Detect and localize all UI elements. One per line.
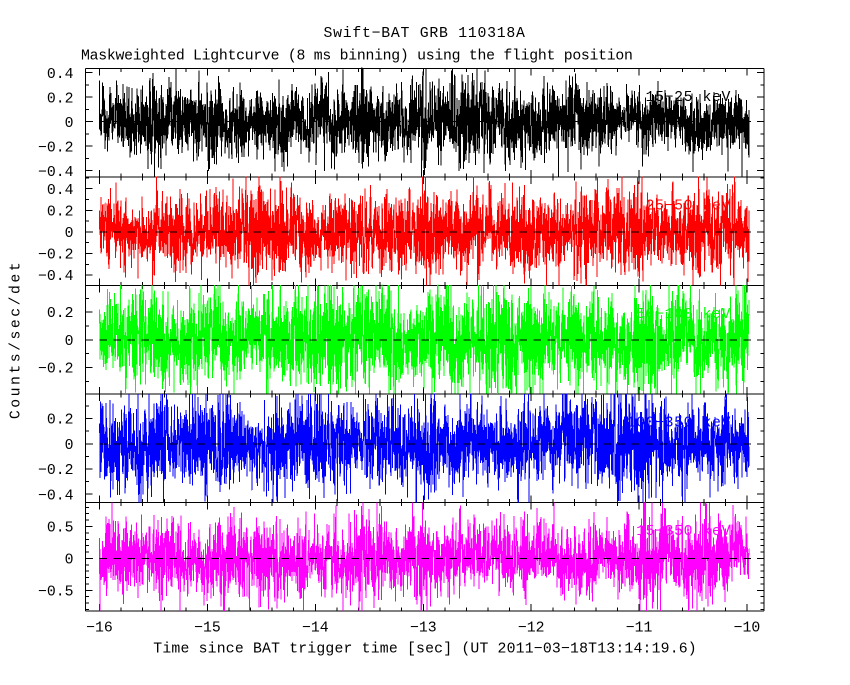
svg-text:0.2: 0.2 (47, 91, 74, 107)
svg-text:0: 0 (65, 226, 74, 242)
svg-text:Swift−BAT GRB 110318A: Swift−BAT GRB 110318A (323, 26, 525, 42)
svg-text:0.2: 0.2 (47, 306, 74, 322)
svg-text:0: 0 (65, 553, 74, 569)
svg-text:−0.4: −0.4 (38, 165, 74, 181)
svg-text:0.2: 0.2 (47, 204, 74, 220)
svg-text:−15: −15 (194, 620, 221, 636)
svg-text:−10: −10 (734, 620, 761, 636)
svg-text:−16: −16 (86, 620, 113, 636)
svg-text:0.4: 0.4 (47, 67, 74, 83)
svg-text:−0.4: −0.4 (38, 488, 74, 504)
svg-text:−0.2: −0.2 (38, 463, 74, 479)
svg-text:0.4: 0.4 (47, 183, 74, 199)
svg-text:0: 0 (65, 334, 74, 350)
svg-text:−13: −13 (410, 620, 437, 636)
svg-text:−14: −14 (302, 620, 329, 636)
svg-text:0: 0 (65, 438, 74, 454)
svg-text:0: 0 (65, 116, 74, 132)
svg-text:−0.4: −0.4 (38, 269, 74, 285)
svg-text:0.5: 0.5 (47, 521, 74, 537)
svg-text:−11: −11 (626, 620, 653, 636)
svg-text:0.2: 0.2 (47, 413, 74, 429)
svg-text:−0.2: −0.2 (38, 362, 74, 378)
svg-text:Time since BAT trigger time [s: Time since BAT trigger time [sec] (UT 20… (153, 642, 697, 658)
svg-text:−0.2: −0.2 (38, 248, 74, 264)
svg-text:Maskweighted Lightcurve (8 ms: Maskweighted Lightcurve (8 ms binning) u… (81, 49, 633, 65)
svg-text:−0.2: −0.2 (38, 140, 74, 156)
svg-text:Counts/sec/det: Counts/sec/det (9, 260, 25, 419)
svg-text:−12: −12 (518, 620, 545, 636)
svg-text:−0.5: −0.5 (38, 584, 74, 600)
